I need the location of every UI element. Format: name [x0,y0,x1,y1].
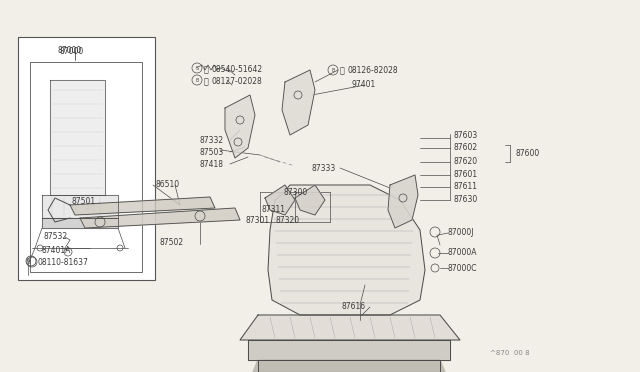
Text: B: B [332,67,335,73]
Polygon shape [240,315,460,340]
Polygon shape [295,185,325,215]
Polygon shape [42,195,118,218]
Text: 86510: 86510 [155,180,179,189]
Text: B: B [195,77,198,83]
Text: 87320: 87320 [276,216,300,225]
Polygon shape [388,175,418,228]
Text: 87603: 87603 [454,131,478,140]
Text: 87333: 87333 [312,164,336,173]
Text: B: B [28,260,31,264]
Bar [18,37,155,280]
Text: Ⓑ: Ⓑ [340,66,345,75]
Polygon shape [253,360,445,372]
Polygon shape [225,95,255,158]
Text: 08127-02028: 08127-02028 [212,77,263,86]
Text: 87630: 87630 [454,195,478,204]
Polygon shape [80,208,240,228]
Text: 87501: 87501 [72,197,96,206]
Text: 87620: 87620 [454,157,478,166]
Text: 87000: 87000 [58,46,83,55]
Polygon shape [248,340,450,360]
Text: 87418: 87418 [199,160,223,169]
Text: 87000J: 87000J [448,228,474,237]
Text: B: B [26,259,29,263]
Text: 87000A: 87000A [448,248,477,257]
Text: Ⓑ: Ⓑ [204,77,209,86]
Text: 08126-82028: 08126-82028 [348,66,399,75]
Text: 87532: 87532 [44,232,68,241]
Text: 87600: 87600 [515,149,540,158]
Text: 08540-51642: 08540-51642 [212,65,263,74]
Polygon shape [282,70,315,135]
Text: 87616: 87616 [342,302,366,311]
Text: 87601: 87601 [454,170,478,179]
Text: 08110-81637: 08110-81637 [38,258,89,267]
Text: Ⓢ: Ⓢ [204,65,209,74]
Text: 87611: 87611 [454,182,478,191]
Text: 87401A: 87401A [42,246,72,255]
Text: 87602: 87602 [454,143,478,152]
Text: 87000C: 87000C [448,264,477,273]
Polygon shape [50,80,105,195]
Polygon shape [70,197,215,215]
Polygon shape [42,218,118,228]
Text: 87301: 87301 [245,216,269,225]
Bar [30,62,142,272]
Text: 97401: 97401 [352,80,376,89]
Text: 87332: 87332 [199,136,223,145]
Text: ^870  00 8: ^870 00 8 [490,350,530,356]
Text: S: S [195,65,198,71]
Text: 87503: 87503 [199,148,223,157]
Text: 87300: 87300 [284,188,308,197]
Text: 87000: 87000 [60,47,84,56]
Polygon shape [265,185,295,215]
Text: 87502: 87502 [160,238,184,247]
Text: 87311: 87311 [262,205,286,214]
Polygon shape [268,185,425,315]
